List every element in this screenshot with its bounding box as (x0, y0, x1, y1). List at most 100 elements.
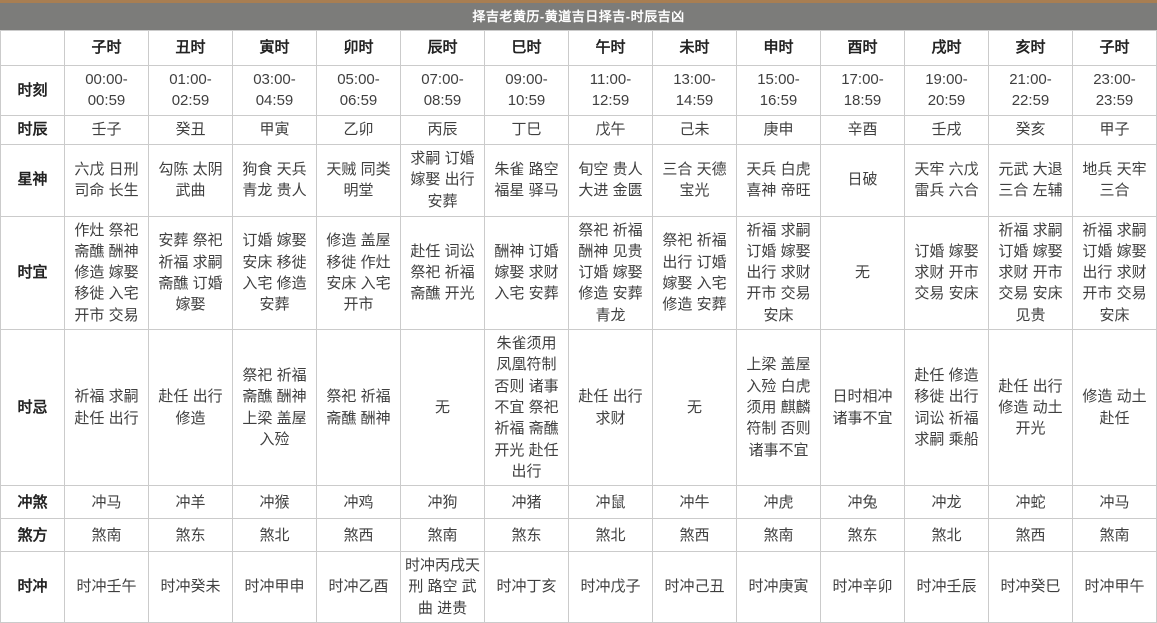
shiyi-cell: 祭祀 祈福 出行 订婚 嫁娶 入宅 修造 安葬 (652, 215, 737, 331)
xingshen-cell: 地兵 天牢 三合 (1072, 143, 1157, 217)
xingshen-cell: 旬空 贵人 大进 金匮 (568, 143, 653, 217)
chongsha-cell: 冲兔 (820, 485, 905, 520)
shiji-cell: 朱雀须用 凤凰符制 否则 诸事 不宜 祭祀 祈福 斋醮 开光 赴任 出行 (484, 329, 569, 487)
shiji-cell: 日时相冲 诸事不宜 (820, 329, 905, 487)
shiyi-cell: 无 (820, 215, 905, 331)
hour-header: 子时 (64, 30, 149, 66)
shiyi-cell: 赴任 词讼 祭祀 祈福 斋醮 开光 (400, 215, 485, 331)
row-label-ganzhi: 时辰 (0, 114, 65, 145)
time-cell: 15:00-16:59 (736, 65, 821, 116)
hour-header: 巳时 (484, 30, 569, 66)
shafang-cell: 煞北 (904, 518, 989, 553)
chongsha-cell: 冲羊 (148, 485, 233, 520)
shiji-cell: 祭祀 祈福 斋醮 酬神 上梁 盖屋 入殓 (232, 329, 317, 487)
ganzhi-cell: 甲子 (1072, 114, 1157, 145)
row-label-xingshen: 星神 (0, 143, 65, 217)
row-label-shiyi: 时宜 (0, 215, 65, 331)
row-label-shiji: 时忌 (0, 329, 65, 487)
time-cell: 23:00-23:59 (1072, 65, 1157, 116)
xingshen-cell: 天兵 白虎 喜神 帝旺 (736, 143, 821, 217)
shichong-cell: 时冲癸巳 (988, 551, 1073, 623)
row-label-shafang: 煞方 (0, 518, 65, 553)
shichong-cell: 时冲己丑 (652, 551, 737, 623)
shiji-cell: 赴任 修造 移徙 出行 词讼 祈福 求嗣 乘船 (904, 329, 989, 487)
hour-header: 辰时 (400, 30, 485, 66)
hour-header: 子时 (1072, 30, 1157, 66)
shafang-cell: 煞南 (64, 518, 149, 553)
table-row-shiji: 时忌 祈福 求嗣 赴任 出行 赴任 出行 修造 祭祀 祈福 斋醮 酬神 上梁 盖屋 入… (0, 329, 1157, 487)
shafang-cell: 煞西 (988, 518, 1073, 553)
time-cell: 17:00-18:59 (820, 65, 905, 116)
table-row-shafang: 煞方 煞南 煞东 煞北 煞西 煞南 煞东 煞北 煞西 煞南 煞东 煞北 煞西 煞南 (0, 518, 1157, 553)
time-cell: 00:00-00:59 (64, 65, 149, 116)
chongsha-cell: 冲马 (64, 485, 149, 520)
hour-header: 寅时 (232, 30, 317, 66)
shafang-cell: 煞南 (1072, 518, 1157, 553)
shafang-cell: 煞西 (316, 518, 401, 553)
shiyi-cell: 祭祀 祈福 酬神 见贵 订婚 嫁娶 修造 安葬 青龙 (568, 215, 653, 331)
ganzhi-cell: 戊午 (568, 114, 653, 145)
ganzhi-cell: 壬戌 (904, 114, 989, 145)
row-label-shichong: 时冲 (0, 551, 65, 623)
hour-header-row: 子时 丑时 寅时 卯时 辰时 巳时 午时 未时 申时 酉时 戌时 亥时 子时 (0, 30, 1157, 66)
almanac-table: 子时 丑时 寅时 卯时 辰时 巳时 午时 未时 申时 酉时 戌时 亥时 子时 时刻 00:00-00:59 0… (0, 30, 1157, 623)
shichong-cell: 时冲戊子 (568, 551, 653, 623)
shichong-cell: 时冲癸未 (148, 551, 233, 623)
shiyi-cell: 安葬 祭祀 祈福 求嗣 斋醮 订婚 嫁娶 (148, 215, 233, 331)
shiji-cell: 赴任 出行 求财 (568, 329, 653, 487)
time-cell: 09:00-10:59 (484, 65, 569, 116)
chongsha-cell: 冲马 (1072, 485, 1157, 520)
time-cell: 03:00-04:59 (232, 65, 317, 116)
time-cell: 11:00-12:59 (568, 65, 653, 116)
shiyi-cell: 订婚 嫁娶 安床 移徙 入宅 修造 安葬 (232, 215, 317, 331)
hour-header: 戌时 (904, 30, 989, 66)
table-row-shiyi: 时宜 作灶 祭祀 斋醮 酬神 修造 嫁娶 移徙 入宅 开市 交易 安葬 祭祀 祈福 … (0, 215, 1157, 331)
shiyi-cell: 祈福 求嗣 订婚 嫁娶 求财 开市 交易 安床 见贵 (988, 215, 1073, 331)
xingshen-cell: 勾陈 太阴 武曲 (148, 143, 233, 217)
shafang-cell: 煞东 (484, 518, 569, 553)
xingshen-cell: 日破 (820, 143, 905, 217)
table-row-chongsha: 冲煞 冲马 冲羊 冲猴 冲鸡 冲狗 冲猪 冲鼠 冲牛 冲虎 冲兔 冲龙 冲蛇 冲马 (0, 485, 1157, 520)
row-label-time: 时刻 (0, 65, 65, 116)
shiyi-cell: 作灶 祭祀 斋醮 酬神 修造 嫁娶 移徙 入宅 开市 交易 (64, 215, 149, 331)
shafang-cell: 煞南 (400, 518, 485, 553)
hour-header: 未时 (652, 30, 737, 66)
shafang-cell: 煞南 (736, 518, 821, 553)
hour-header: 亥时 (988, 30, 1073, 66)
chongsha-cell: 冲猪 (484, 485, 569, 520)
time-cell: 01:00-02:59 (148, 65, 233, 116)
chongsha-cell: 冲龙 (904, 485, 989, 520)
shichong-cell: 时冲丙戌天刑 路空 武曲 进贵 (400, 551, 485, 623)
table-row-xingshen: 星神 六戊 日刑 司命 长生 勾陈 太阴 武曲 狗食 天兵 青龙 贵人 天贼 同类 明堂… (0, 143, 1157, 217)
ganzhi-cell: 甲寅 (232, 114, 317, 145)
shafang-cell: 煞东 (148, 518, 233, 553)
top-accent-strip (0, 0, 1157, 3)
hour-header: 酉时 (820, 30, 905, 66)
shichong-cell: 时冲甲申 (232, 551, 317, 623)
hour-header: 申时 (736, 30, 821, 66)
xingshen-cell: 朱雀 路空 福星 驿马 (484, 143, 569, 217)
shichong-cell: 时冲壬辰 (904, 551, 989, 623)
ganzhi-cell: 乙卯 (316, 114, 401, 145)
chongsha-cell: 冲鸡 (316, 485, 401, 520)
table-row-shichong: 时冲 时冲壬午 时冲癸未 时冲甲申 时冲乙酉 时冲丙戌天刑 路空 武曲 进贵 时冲丁亥 时冲戊… (0, 551, 1157, 623)
shiyi-cell: 祈福 求嗣 订婚 嫁娶 出行 求财 开市 交易 安床 (736, 215, 821, 331)
xingshen-cell: 狗食 天兵 青龙 贵人 (232, 143, 317, 217)
table-row-time: 时刻 00:00-00:59 01:00-02:59 03:00-04:59 05:00… (0, 65, 1157, 116)
ganzhi-cell: 辛酉 (820, 114, 905, 145)
time-cell: 05:00-06:59 (316, 65, 401, 116)
time-cell: 21:00-22:59 (988, 65, 1073, 116)
xingshen-cell: 三合 天德 宝光 (652, 143, 737, 217)
shiji-cell: 赴任 出行 修造 动土 开光 (988, 329, 1073, 487)
chongsha-cell: 冲猴 (232, 485, 317, 520)
shichong-cell: 时冲丁亥 (484, 551, 569, 623)
xingshen-cell: 天牢 六戊 雷兵 六合 (904, 143, 989, 217)
chongsha-cell: 冲鼠 (568, 485, 653, 520)
chongsha-cell: 冲虎 (736, 485, 821, 520)
table-row-ganzhi: 时辰 壬子 癸丑 甲寅 乙卯 丙辰 丁巳 戊午 己未 庚申 辛酉 壬戌 癸亥 甲子 (0, 114, 1157, 145)
hour-header: 午时 (568, 30, 653, 66)
ganzhi-cell: 己未 (652, 114, 737, 145)
ganzhi-cell: 壬子 (64, 114, 149, 145)
time-cell: 19:00-20:59 (904, 65, 989, 116)
shiji-cell: 赴任 出行 修造 (148, 329, 233, 487)
